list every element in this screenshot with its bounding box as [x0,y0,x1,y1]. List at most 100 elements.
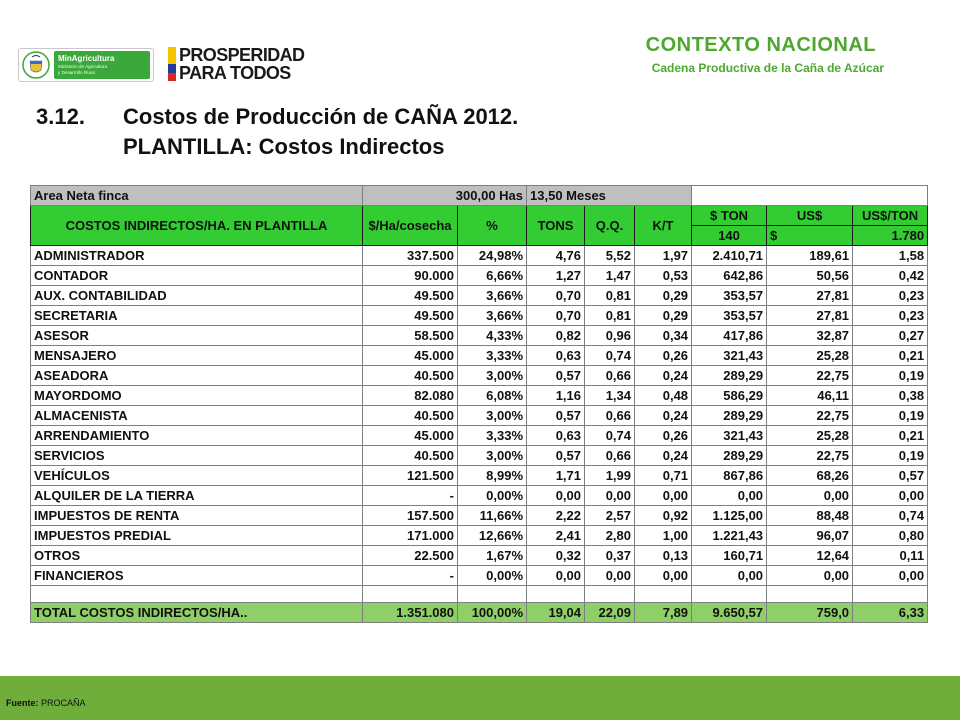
cell-concept: SECRETARIA [30,305,363,326]
col-kt: K/T [634,205,693,246]
cell-cost-ton: 289,29 [691,445,768,466]
ministry-subtitle-line1: Ministerio de Agricultura [58,64,108,69]
cost-ton-value: 140 [691,225,768,246]
col-percent: % [456,205,528,246]
col-usd: US$ [766,205,854,226]
cell-tons: 0,82 [526,325,586,346]
cell-usd: 0,00 [766,565,854,586]
cell-concept: ALMACENISTA [30,405,363,426]
minagricultura-logo: MinAgricultura Ministerio de Agricultura… [18,48,154,82]
cell-percent: 1,67% [456,545,528,566]
cell-cost: 49.500 [362,285,458,306]
cell-usd: 88,48 [766,505,854,526]
area-value: 300,00 Has [361,185,528,206]
total-percent: 100,00% [456,602,528,623]
cell-cost: 337.500 [362,245,458,266]
cell-kt: 0,13 [634,545,693,566]
cell-tons: 0,70 [526,305,586,326]
cell-kt: 0,71 [634,465,693,486]
ministry-name: MinAgricultura [58,54,115,63]
cell-qq: 0,96 [584,325,636,346]
ministry-subtitle-line2: y Desarrollo Rural [58,69,95,75]
table-row: MENSAJERO 45.000 3,33% 0,63 0,74 0,26 321,43 25… [30,345,929,366]
colombia-flag-icon [168,47,176,81]
cell-qq: 0,66 [584,405,636,426]
col-tons: TONS [526,205,586,246]
cell-percent: 3,33% [456,345,528,366]
cell-tons: 0,00 [526,565,586,586]
cell-cost-ton: 353,57 [691,305,768,326]
cell-cost-ton: 289,29 [691,405,768,426]
cell-usd-ton: 0,21 [852,345,929,366]
source-value: PROCAÑA [41,698,86,708]
cell-percent: 3,33% [456,425,528,446]
cell-cost: 90.000 [362,265,458,286]
cell-cost-ton: 2.410,71 [691,245,768,266]
cell-usd: 50,56 [766,265,854,286]
table-row: AUX. CONTABILIDAD 49.500 3,66% 0,70 0,81 0,29… [30,285,929,306]
source-label: Fuente: [6,698,39,708]
cell-usd-ton: 0,11 [852,545,929,566]
cell-percent: 3,00% [456,445,528,466]
table-row: SERVICIOS 40.500 3,00% 0,57 0,66 0,24 289,29 22… [30,445,929,466]
cell-usd: 68,26 [766,465,854,486]
cell-concept: FINANCIEROS [30,565,363,586]
cell-usd-ton: 0,19 [852,405,929,426]
cell-usd: 189,61 [766,245,854,266]
cell-usd-ton: 0,23 [852,305,929,326]
slogan-line2: PARA TODOS [179,63,291,83]
spacer-cell [691,585,768,603]
cell-concept: IMPUESTOS PREDIAL [30,525,363,546]
total-tons: 19,04 [526,602,586,623]
cell-usd-ton: 0,19 [852,445,929,466]
cell-usd-ton: 0,23 [852,285,929,306]
cell-percent: 8,99% [456,465,528,486]
info-blank [691,185,929,206]
cell-qq: 0,00 [584,485,636,506]
cell-cost-ton: 353,57 [691,285,768,306]
spacer-cell [456,585,528,603]
exchange-rate: 1.780 [852,225,929,246]
cell-kt: 0,29 [634,285,693,306]
cell-usd-ton: 0,00 [852,565,929,586]
cell-usd-ton: 1,58 [852,245,929,266]
cell-cost: 22.500 [362,545,458,566]
cell-qq: 0,66 [584,365,636,386]
cell-concept: MENSAJERO [30,345,363,366]
cell-concept: AUX. CONTABILIDAD [30,285,363,306]
cell-tons: 0,63 [526,345,586,366]
cell-percent: 3,66% [456,285,528,306]
total-cost-ton: 9.650,57 [691,602,768,623]
cell-tons: 2,22 [526,505,586,526]
duration-value: 13,50 Meses [526,185,693,206]
context-title: CONTEXTO NACIONAL [645,34,876,56]
currency-symbol: $ [766,225,854,246]
total-cost: 1.351.080 [362,602,458,623]
cell-concept: ALQUILER DE LA TIERRA [30,485,363,506]
cell-cost: 45.000 [362,345,458,366]
table-row: FINANCIEROS -0,00% 0,00 0,00 0,00 0,00 0,00 0,0… [30,565,929,586]
cell-concept: CONTADOR [30,265,363,286]
cell-tons: 1,27 [526,265,586,286]
cell-concept: SERVICIOS [30,445,363,466]
cell-tons: 0,63 [526,425,586,446]
cell-kt: 0,24 [634,365,693,386]
cell-kt: 0,24 [634,405,693,426]
cell-usd-ton: 0,19 [852,365,929,386]
table-row: ASEADORA 40.500 3,00% 0,57 0,66 0,24 289,29 22,… [30,365,929,386]
cell-kt: 1,00 [634,525,693,546]
cell-qq: 5,52 [584,245,636,266]
total-row: TOTAL COSTOS INDIRECTOS/HA.. 1.351.080 100… [30,602,929,623]
cell-usd: 46,11 [766,385,854,406]
cell-kt: 1,97 [634,245,693,266]
cell-tons: 0,70 [526,285,586,306]
table-row: MAYORDOMO 82.080 6,08% 1,16 1,34 0,48 586,29 46… [30,385,929,406]
cell-cost: - [362,565,458,586]
spacer-cell [852,585,929,603]
cell-qq: 1,47 [584,265,636,286]
cell-concept: OTROS [30,545,363,566]
cell-concept: IMPUESTOS DE RENTA [30,505,363,526]
area-label: Area Neta finca [30,185,363,206]
cell-cost-ton: 160,71 [691,545,768,566]
cell-usd-ton: 0,27 [852,325,929,346]
